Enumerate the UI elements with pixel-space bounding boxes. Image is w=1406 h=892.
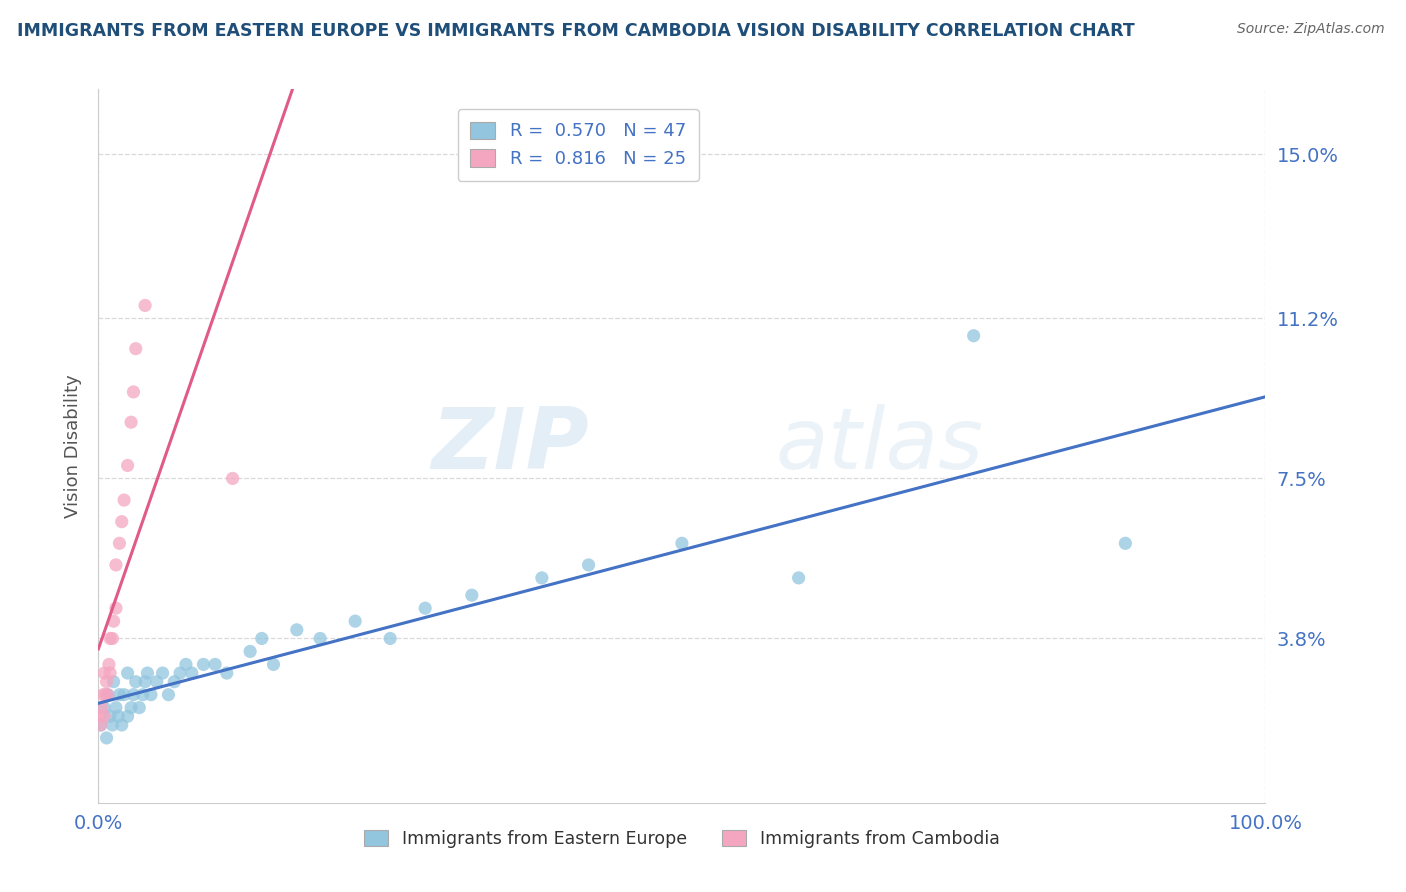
Point (96, 731, 118, 745)
Point (98, 666, 121, 681)
Point (962, 328, 984, 343)
Point (93, 700, 115, 714)
Point (107, 709, 129, 723)
Point (1114, 536, 1136, 550)
Point (250, 632, 273, 646)
Point (120, 415, 142, 429)
Point (91, 688, 114, 702)
Point (96, 674, 118, 689)
Point (530, 571, 553, 585)
Point (413, 601, 436, 615)
Point (215, 666, 238, 681)
Point (221, 471, 243, 485)
Legend: Immigrants from Eastern Europe, Immigrants from Cambodia: Immigrants from Eastern Europe, Immigran… (353, 819, 1011, 858)
Point (285, 623, 308, 637)
Text: ZIP: ZIP (430, 404, 589, 488)
Point (112, 688, 135, 702)
Point (93, 666, 115, 681)
Point (111, 515, 134, 529)
Point (101, 632, 124, 646)
Point (174, 657, 197, 672)
Point (125, 674, 148, 689)
Point (128, 700, 150, 714)
Text: Source: ZipAtlas.com: Source: ZipAtlas.com (1237, 22, 1385, 37)
Point (239, 644, 262, 658)
Point (380, 632, 402, 646)
Point (90, 718, 112, 732)
Point (97, 688, 120, 702)
Point (93, 709, 115, 723)
Point (108, 688, 131, 702)
Point (89, 709, 111, 723)
Point (103, 614, 125, 628)
Point (134, 298, 156, 312)
Text: IMMIGRANTS FROM EASTERN EUROPE VS IMMIGRANTS FROM CAMBODIA VISION DISABILITY COR: IMMIGRANTS FROM EASTERN EUROPE VS IMMIGR… (17, 22, 1135, 40)
Point (112, 493, 135, 508)
Point (136, 666, 159, 681)
Point (461, 588, 484, 602)
Point (122, 384, 145, 399)
Point (193, 657, 215, 672)
Point (108, 536, 131, 550)
Point (139, 688, 162, 702)
Point (309, 632, 332, 646)
Point (117, 666, 139, 681)
Point (134, 674, 156, 689)
Point (111, 718, 134, 732)
Point (104, 601, 127, 615)
Point (104, 558, 127, 572)
Point (90, 700, 112, 714)
Y-axis label: Vision Disability: Vision Disability (63, 374, 82, 518)
Point (117, 458, 139, 473)
Point (146, 674, 169, 689)
Point (94, 688, 117, 702)
Point (117, 709, 139, 723)
Point (152, 666, 174, 681)
Point (120, 700, 142, 714)
Point (671, 536, 693, 550)
Point (98, 632, 121, 646)
Point (163, 674, 186, 689)
Point (204, 657, 226, 672)
Point (122, 688, 145, 702)
Point (169, 666, 191, 681)
Point (344, 614, 367, 628)
Point (578, 558, 600, 572)
Point (132, 688, 155, 702)
Point (157, 688, 180, 702)
Point (125, 342, 148, 356)
Point (103, 674, 125, 689)
Point (180, 666, 202, 681)
Point (101, 718, 124, 732)
Point (787, 571, 810, 585)
Text: atlas: atlas (775, 404, 983, 488)
Point (90, 718, 112, 732)
Point (98, 709, 121, 723)
Point (104, 700, 127, 714)
Point (97, 657, 120, 672)
Point (262, 657, 284, 672)
Point (97, 688, 120, 702)
